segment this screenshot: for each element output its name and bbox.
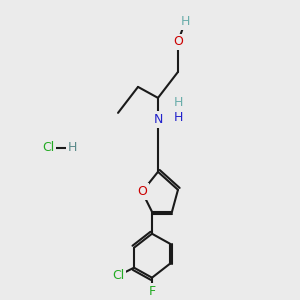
Text: H: H xyxy=(180,16,190,28)
Text: O: O xyxy=(173,35,183,49)
Text: O: O xyxy=(137,185,147,198)
Text: H: H xyxy=(173,96,183,110)
Text: F: F xyxy=(148,285,156,298)
Text: Cl: Cl xyxy=(42,141,54,154)
Text: N: N xyxy=(153,113,163,126)
Text: Cl: Cl xyxy=(112,269,124,282)
Text: H: H xyxy=(173,111,183,124)
Text: H: H xyxy=(68,141,77,154)
